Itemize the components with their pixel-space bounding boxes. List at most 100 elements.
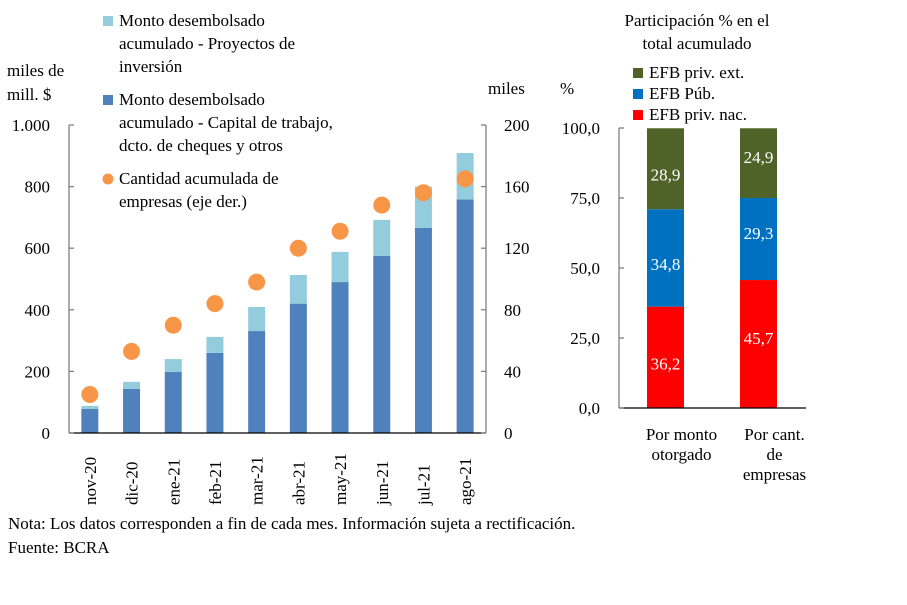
right-y-tick-label: 80 <box>504 301 521 320</box>
bar-capital-trabajo <box>373 255 391 433</box>
dot-cantidad-empresas <box>331 222 349 240</box>
right-bars: 36,2 34,8 28,9 45,7 29,3 24,9 <box>647 128 777 408</box>
bar-capital-trabajo <box>331 282 349 433</box>
x-tick-label: jul-21 <box>414 464 433 506</box>
dot-cantidad-empresas <box>373 196 391 214</box>
x-tick-label: Por monto <box>646 425 717 444</box>
x-tick-label: empresas <box>743 465 806 484</box>
legend-label-line: acumulado - Proyectos de <box>119 34 295 53</box>
left-y-tick-label: 200 <box>25 362 51 381</box>
bar-segment <box>740 128 777 198</box>
legend-marker-dot <box>102 173 114 185</box>
bar-proyectos-inversion <box>248 307 266 332</box>
x-tick-label: dic-20 <box>123 462 142 505</box>
dot-cantidad-empresas <box>248 273 266 291</box>
y-tick-label: 75,0 <box>570 189 600 208</box>
dot-cantidad-empresas <box>164 316 182 334</box>
left-axes: 0 200 400 600 800 1.000 0 40 80 120 160 200 <box>12 116 530 443</box>
bar-proyectos-inversion <box>123 381 141 389</box>
bar-capital-trabajo <box>164 372 182 433</box>
data-label: 45,7 <box>744 329 774 348</box>
legend-label-line: acumulado - Capital de trabajo, <box>119 113 333 132</box>
bar-proyectos-inversion <box>331 251 349 283</box>
left-y-tick-label: 1.000 <box>12 116 50 135</box>
legend-marker-square <box>103 95 113 105</box>
x-tick-label: ago-21 <box>456 458 475 505</box>
left-y-tick-label: 0 <box>42 424 51 443</box>
data-label: 28,9 <box>651 166 681 185</box>
right-axes: 0,0 25,0 50,0 75,0 100,0 <box>562 119 806 418</box>
bar-capital-trabajo <box>289 303 307 433</box>
left-x-tick-labels: nov-20 dic-20 ene-21 feb-21 mar-21 abr-21 may-… <box>81 453 475 506</box>
bar-proyectos-inversion <box>289 274 307 304</box>
x-tick-label: de <box>766 445 782 464</box>
right-title-line: total acumulado <box>642 34 751 53</box>
left-dots <box>81 170 474 403</box>
legend-label: EFB Púb. <box>649 84 715 103</box>
right-title-line: Participación % en el <box>625 11 770 30</box>
y-tick-label: 25,0 <box>570 329 600 348</box>
bar-segment <box>647 128 684 210</box>
bar-segment <box>740 198 777 281</box>
legend-label-line: dcto. de cheques y otros <box>119 136 283 155</box>
legend-label-line: Monto desembolsado <box>119 90 265 109</box>
bar-segment <box>647 306 684 408</box>
bar-proyectos-inversion <box>206 336 224 353</box>
bar-proyectos-inversion <box>373 219 391 256</box>
right-y-tick-label: 0 <box>504 424 513 443</box>
right-y-tick-label: 120 <box>504 239 530 258</box>
right-y-tick-label: 200 <box>504 116 530 135</box>
right-axis-title: miles <box>488 79 525 98</box>
note-text: Nota: Los datos corresponden a fin de ca… <box>8 514 576 533</box>
right-chart-ylabel: % <box>560 79 574 98</box>
bar-capital-trabajo <box>248 331 266 433</box>
legend-label-line: inversión <box>119 57 183 76</box>
left-axis-title-line: mill. $ <box>7 85 51 104</box>
left-axis-title-line: miles de <box>7 61 64 80</box>
source-text: Fuente: BCRA <box>8 538 110 557</box>
x-tick-label: nov-20 <box>81 457 100 505</box>
bar-proyectos-inversion <box>81 405 99 409</box>
data-label: 24,9 <box>744 148 774 167</box>
dot-cantidad-empresas <box>206 295 224 313</box>
right-chart-title: Participación % en el total acumulado <box>625 11 770 53</box>
legend-marker-square <box>633 68 643 78</box>
y-tick-label: 100,0 <box>562 119 600 138</box>
legend-label: EFB priv. ext. <box>649 63 744 82</box>
data-label: 34,8 <box>651 255 681 274</box>
dot-cantidad-empresas <box>456 170 474 188</box>
dot-cantidad-empresas <box>414 184 432 202</box>
x-tick-label: may-21 <box>331 453 350 505</box>
data-label: 36,2 <box>651 354 681 373</box>
left-y-tick-label: 400 <box>25 301 51 320</box>
x-tick-label: otorgado <box>651 445 711 464</box>
bar-capital-trabajo <box>456 199 474 433</box>
x-tick-label: mar-21 <box>248 456 267 505</box>
bar-capital-trabajo <box>81 408 99 433</box>
legend-marker-square <box>103 16 113 26</box>
dot-cantidad-empresas <box>81 386 99 403</box>
legend-label-line: Monto desembolsado <box>119 11 265 30</box>
x-tick-label: Por cant. <box>744 425 804 444</box>
left-legend: Monto desembolsado acumulado - Proyectos … <box>102 11 333 211</box>
left-y-tick-label: 800 <box>25 178 51 197</box>
y-tick-label: 0,0 <box>579 399 600 418</box>
right-y-tick-label: 160 <box>504 178 530 197</box>
left-axis-title: miles de mill. $ <box>7 61 64 104</box>
bar-proyectos-inversion <box>164 359 182 373</box>
legend-marker-square <box>633 110 643 120</box>
right-chart: Participación % en el total acumulado % E… <box>560 11 806 484</box>
x-tick-label: ene-21 <box>164 459 183 505</box>
bar-segment <box>740 280 777 408</box>
bar-segment <box>647 209 684 307</box>
x-tick-label: abr-21 <box>289 461 308 505</box>
dot-cantidad-empresas <box>289 239 307 257</box>
left-y-tick-label: 600 <box>25 239 51 258</box>
right-legend: EFB priv. ext. EFB Púb. EFB priv. nac. <box>633 63 747 124</box>
legend-label-line: empresas (eje der.) <box>119 192 247 211</box>
data-label: 29,3 <box>744 224 774 243</box>
y-tick-label: 50,0 <box>570 259 600 278</box>
